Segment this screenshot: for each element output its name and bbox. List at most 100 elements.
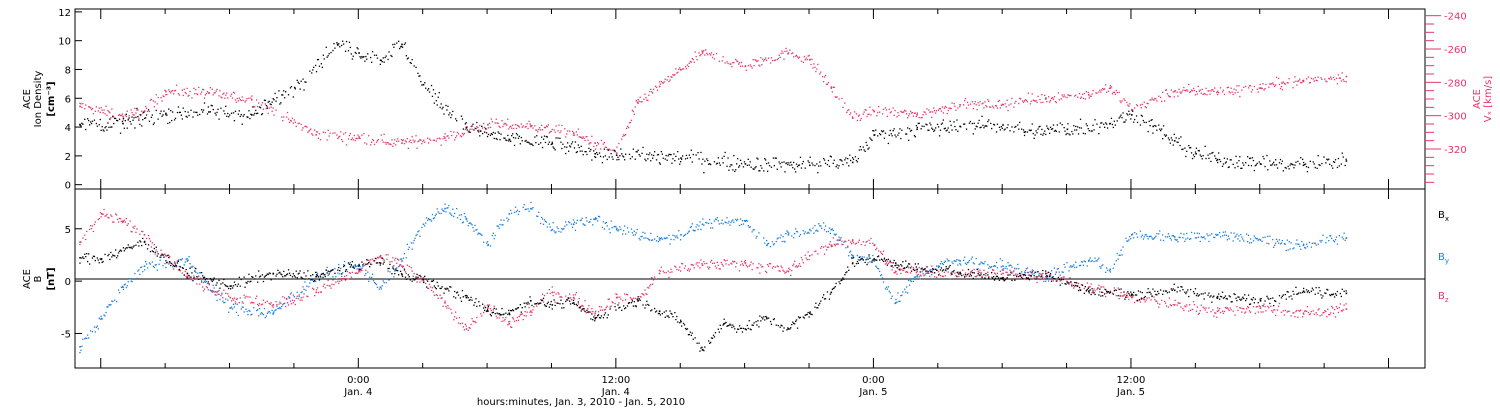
data-point — [1099, 291, 1101, 293]
data-point — [558, 293, 560, 295]
data-point — [531, 208, 533, 210]
data-point — [226, 92, 228, 94]
data-point — [445, 139, 447, 142]
data-point — [925, 272, 927, 274]
data-point — [262, 299, 265, 301]
data-point — [256, 112, 258, 115]
data-point — [914, 276, 916, 278]
data-point — [162, 95, 164, 97]
data-point — [1077, 282, 1080, 285]
data-point — [439, 294, 441, 296]
data-point — [513, 144, 516, 147]
data-point — [994, 105, 997, 107]
data-point — [1045, 275, 1047, 278]
data-point — [598, 306, 601, 308]
data-point — [1238, 85, 1240, 87]
data-point — [225, 292, 227, 294]
data-point — [250, 97, 252, 99]
data-point — [1269, 160, 1271, 162]
data-point — [894, 134, 896, 136]
data-point — [624, 134, 626, 137]
data-point — [939, 108, 942, 110]
data-point — [1284, 309, 1286, 312]
data-point — [1198, 150, 1200, 152]
data-point — [1247, 306, 1249, 308]
data-point — [1096, 288, 1098, 290]
data-point — [1316, 167, 1318, 169]
data-point — [216, 88, 218, 91]
data-point — [189, 276, 191, 278]
data-point — [489, 134, 492, 136]
data-point — [540, 299, 542, 301]
data-point — [197, 114, 199, 116]
data-point — [480, 233, 482, 235]
data-point — [559, 132, 561, 134]
data-point — [173, 262, 176, 264]
data-point — [611, 301, 613, 303]
data-point — [1312, 161, 1314, 163]
data-point — [643, 294, 645, 296]
data-point — [930, 111, 932, 113]
data-point — [1203, 307, 1205, 309]
data-point — [1158, 124, 1160, 126]
data-point — [536, 129, 538, 131]
data-point — [1051, 128, 1054, 130]
data-point — [220, 283, 222, 285]
data-point — [717, 157, 719, 159]
data-point — [497, 131, 499, 133]
data-point — [1131, 296, 1133, 299]
data-point — [265, 315, 267, 317]
data-point — [1122, 112, 1124, 114]
data-point — [679, 67, 681, 69]
data-point — [708, 163, 710, 165]
data-point — [428, 142, 430, 144]
data-point — [572, 299, 575, 302]
data-point — [1145, 234, 1147, 236]
data-point — [491, 133, 493, 136]
data-point — [804, 231, 806, 233]
data-point — [244, 101, 246, 103]
data-point — [599, 317, 602, 319]
data-point — [434, 287, 436, 289]
data-point — [558, 230, 560, 233]
data-point — [1174, 89, 1176, 92]
data-point — [1189, 147, 1191, 149]
data-point — [1333, 161, 1336, 163]
data-point — [529, 123, 531, 125]
data-point — [545, 305, 548, 307]
data-point — [290, 303, 293, 305]
data-point — [588, 147, 590, 149]
data-point — [1264, 165, 1266, 168]
data-point — [1308, 241, 1311, 244]
data-point — [1002, 272, 1004, 275]
data-point — [265, 274, 267, 276]
data-point — [744, 259, 746, 262]
data-point — [141, 125, 143, 127]
data-point — [1046, 101, 1048, 103]
data-point — [964, 100, 966, 102]
data-point — [1276, 309, 1279, 311]
data-point — [181, 272, 183, 274]
data-point — [563, 307, 565, 309]
data-point — [975, 257, 977, 260]
data-point — [129, 121, 131, 123]
data-point — [1245, 311, 1247, 313]
data-point — [507, 134, 509, 137]
data-point — [1001, 127, 1003, 129]
data-point — [679, 163, 681, 165]
data-point — [673, 153, 675, 155]
data-point — [223, 110, 225, 112]
data-point — [413, 239, 415, 242]
data-point — [496, 312, 498, 314]
data-point — [1332, 167, 1334, 169]
data-point — [1131, 114, 1133, 116]
data-point — [474, 301, 476, 304]
data-point — [499, 313, 501, 315]
data-point — [642, 146, 644, 149]
data-point — [502, 314, 504, 316]
data-point — [1288, 241, 1290, 243]
data-point — [501, 120, 503, 122]
data-point — [1272, 163, 1274, 165]
data-point — [733, 62, 735, 64]
data-point — [1068, 270, 1070, 272]
